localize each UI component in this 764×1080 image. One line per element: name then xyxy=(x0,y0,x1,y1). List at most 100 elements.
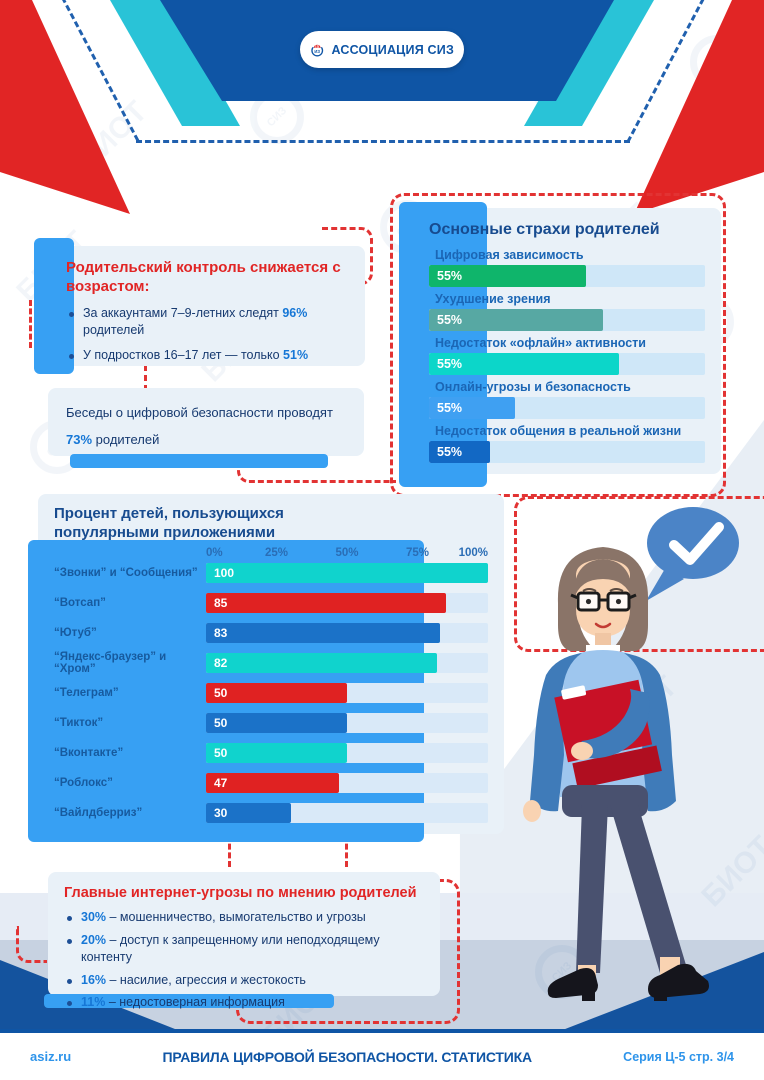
association-logo: ИЗ АССОЦИАЦИЯ СИЗ xyxy=(300,31,464,68)
threat-item: 11% – недостоверная информация xyxy=(64,994,424,1012)
bar-value-label: 47 xyxy=(214,775,228,790)
app-row: “Тикток” 50 xyxy=(54,712,488,733)
bar-fill: 82 xyxy=(206,652,438,673)
app-row: “Ютуб” 83 xyxy=(54,622,488,643)
bar-fill: 50 xyxy=(206,742,347,763)
axis-tick: 25% xyxy=(264,546,289,559)
bar-fill: 50 xyxy=(206,682,347,703)
bar-label: “Роблокс” xyxy=(54,776,113,789)
bar-fill: 55% xyxy=(429,441,490,463)
bar-value-label: 82 xyxy=(214,655,228,670)
bar-fill: 30 xyxy=(206,802,291,823)
bar-value-label: 55% xyxy=(437,445,463,459)
watermark-logo: СИЗ xyxy=(678,23,756,101)
axis-tick: 75% xyxy=(405,546,430,559)
fears-chart-title: Основные страхи родителей xyxy=(429,221,660,238)
bar-value-label: 85 xyxy=(214,595,228,610)
watermark-text: БИОТ xyxy=(70,94,154,179)
app-row: “Яндекс-браузер” и “Хром” 82 xyxy=(54,650,488,675)
bar-fill: 55% xyxy=(429,353,620,375)
bar-track: 83 xyxy=(206,622,488,643)
threats-list: 30% – мошенничество, вымогательство и уг… xyxy=(64,909,424,1012)
bar-label: “Вотсап” xyxy=(54,596,106,609)
bar-label: Ухудшение зрения xyxy=(435,292,551,306)
bar-value-label: 55% xyxy=(437,313,463,327)
stat-percentage: 20% xyxy=(81,932,107,947)
bar-value-label: 50 xyxy=(214,715,228,730)
bar-value-label: 83 xyxy=(214,625,228,640)
bar-fill: 85 xyxy=(206,592,446,613)
app-row: “Звонки” и “Сообщения” 100 xyxy=(54,562,488,583)
bar-track: 50 xyxy=(206,742,488,763)
fear-row: Цифровая зависимость 55% xyxy=(429,248,705,287)
bar-value-label: 50 xyxy=(214,685,228,700)
association-logo-label: АССОЦИАЦИЯ СИЗ xyxy=(331,42,454,57)
bar-value-label: 100 xyxy=(214,565,235,580)
bar-fill: 55% xyxy=(429,397,515,419)
bar-track: 47 xyxy=(206,772,488,793)
text-fragment: родителей xyxy=(92,431,160,447)
text-fragment: У подростков 16–17 лет — только xyxy=(83,347,284,362)
bar-value-label: 30 xyxy=(214,805,228,820)
bar-value-label: 55% xyxy=(437,357,463,371)
bar-fill: 55% xyxy=(429,309,603,331)
threats-card: Главные интернет-угрозы по мнению родите… xyxy=(44,872,440,1009)
apps-chart-card: Процент детей, пользующихся популярными … xyxy=(28,494,504,842)
bar-label: Цифровая зависимость xyxy=(435,248,584,262)
app-row: “Телеграм” 50 xyxy=(54,682,488,703)
blue-dashed-line-right xyxy=(626,0,705,143)
stat-percentage: 30% xyxy=(81,910,107,925)
stat-percentage: 73% xyxy=(66,431,93,447)
svg-text:ИЗ: ИЗ xyxy=(314,49,320,54)
bar-track: 55% xyxy=(429,397,705,419)
bar-track: 55% xyxy=(429,265,705,287)
bar-fill: 50 xyxy=(206,712,347,733)
footer: asiz.ru ПРАВИЛА ЦИФРОВОЙ БЕЗОПАСНОСТИ. С… xyxy=(0,1033,764,1080)
axis-tick: 100% xyxy=(458,546,488,559)
text-fragment: За аккаунтами 7–9-летних следят xyxy=(83,305,283,320)
siz-logo-icon: ИЗ xyxy=(311,42,324,57)
stat-percentage: 11% xyxy=(81,995,106,1010)
text-fragment: Беседы о цифровой безопасности проводят xyxy=(66,405,333,420)
bar-fill: 100 xyxy=(206,562,488,583)
bar-track: 50 xyxy=(206,682,488,703)
stat-percentage: 51% xyxy=(283,347,309,362)
bar-track: 50 xyxy=(206,712,488,733)
apps-bar-rows: “Звонки” и “Сообщения” 100 “Вотсап” 85 “Ютуб… xyxy=(54,562,488,823)
red-dashed-connector-4 xyxy=(29,300,32,348)
bar-label: “Ютуб” xyxy=(54,626,97,639)
app-row: “Вотсап” 85 xyxy=(54,592,488,613)
bar-label: Недостаток общения в реальной жизни xyxy=(435,424,682,438)
talks-text: Беседы о цифровой безопасности проводят … xyxy=(66,405,333,447)
fear-row: Недостаток общения в реальной жизни 55% xyxy=(429,424,705,463)
apps-chart-title: Процент детей, пользующихся популярными … xyxy=(54,505,284,541)
fears-bar-list: Цифровая зависимость 55% Ухудшение зрения 5… xyxy=(429,248,705,463)
watermark-logo: СИЗ xyxy=(238,78,316,156)
bar-value-label: 55% xyxy=(437,269,463,283)
bar-fill: 47 xyxy=(206,772,339,793)
talks-card: Беседы о цифровой безопасности проводят … xyxy=(48,388,364,468)
bar-label: “Звонки” и “Сообщения” xyxy=(54,566,198,579)
bar-fill: 83 xyxy=(206,622,441,643)
blue-dashed-line-center xyxy=(136,140,630,143)
fears-chart-card: Основные страхи родителей Цифровая завис… xyxy=(399,202,721,487)
bar-track: 55% xyxy=(429,353,705,375)
bar-value-label: 55% xyxy=(437,401,463,415)
bar-fill: 55% xyxy=(429,265,587,287)
parental-control-card: Родительский контроль снижается с возрас… xyxy=(34,238,365,374)
app-row: “Вконтакте” 50 xyxy=(54,742,488,763)
bar-label: “Яндекс-браузер” и “Хром” xyxy=(54,650,167,675)
footer-site-link[interactable]: asiz.ru xyxy=(30,1049,72,1064)
stat-percentage: 96% xyxy=(282,305,308,320)
bar-label: “Вайлдберриз” xyxy=(54,806,143,819)
fear-row: Ухудшение зрения 55% xyxy=(429,292,705,331)
axis-tick: 0% xyxy=(206,546,223,559)
threats-title: Главные интернет-угрозы по мнению родите… xyxy=(64,885,417,901)
bar-track: 85 xyxy=(206,592,488,613)
fear-row: Недостаток «офлайн» активности 55% xyxy=(429,336,705,375)
parental-control-bullet: У подростков 16–17 лет — только 51% xyxy=(66,347,349,365)
blue-dashed-line-left xyxy=(61,0,140,142)
axis-tick: 50% xyxy=(335,546,359,559)
fear-row: Онлайн-угрозы и безопасность 55% xyxy=(429,380,705,419)
